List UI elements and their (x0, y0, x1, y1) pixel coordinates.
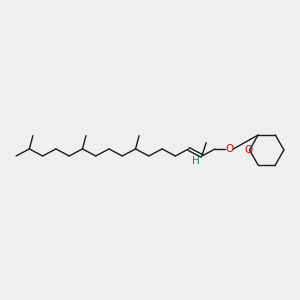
Text: O: O (225, 144, 233, 154)
Text: O: O (244, 145, 253, 155)
Text: H: H (193, 156, 200, 166)
